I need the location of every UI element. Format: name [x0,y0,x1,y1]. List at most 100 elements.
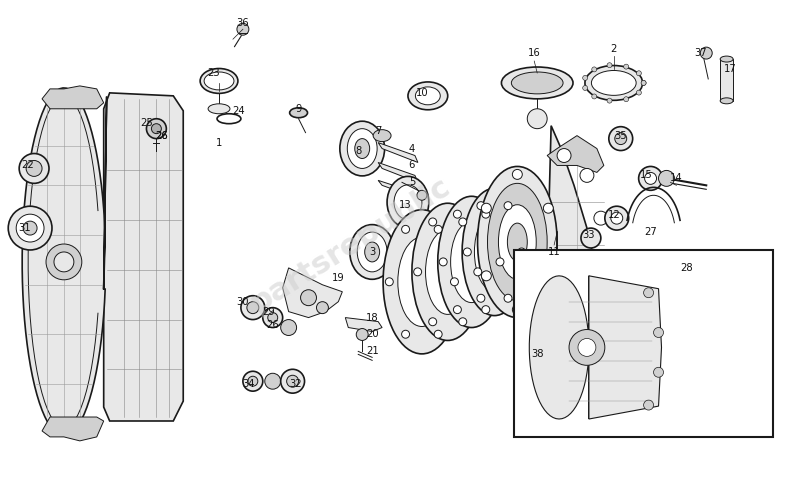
Text: 26: 26 [266,319,279,330]
Ellipse shape [347,129,377,169]
Text: 10: 10 [415,88,428,98]
Circle shape [543,203,554,213]
Circle shape [281,369,305,393]
Circle shape [518,248,526,256]
Circle shape [262,308,282,327]
Circle shape [54,252,74,272]
Circle shape [654,327,663,338]
Text: 26: 26 [155,131,168,141]
Circle shape [46,244,82,280]
Circle shape [543,271,554,281]
Ellipse shape [474,213,514,292]
Ellipse shape [350,224,394,279]
Circle shape [592,67,597,72]
Circle shape [19,153,49,183]
Polygon shape [547,125,607,431]
Circle shape [458,318,466,326]
Circle shape [700,47,712,59]
Ellipse shape [502,67,573,99]
Text: 2: 2 [610,44,617,54]
Polygon shape [282,268,342,318]
Text: 23: 23 [206,68,219,78]
Circle shape [268,313,278,322]
Circle shape [146,119,166,139]
Circle shape [644,400,654,410]
Circle shape [482,203,491,213]
Ellipse shape [208,104,230,114]
Circle shape [243,371,262,391]
Circle shape [458,218,466,226]
Ellipse shape [498,205,536,279]
Circle shape [477,202,485,210]
Circle shape [356,328,368,341]
Text: 13: 13 [398,200,411,210]
Ellipse shape [394,185,422,220]
Ellipse shape [507,223,527,261]
Text: 15: 15 [640,171,653,180]
Circle shape [641,80,646,85]
Circle shape [645,172,657,184]
Circle shape [580,169,594,182]
Ellipse shape [365,242,380,262]
Bar [720,59,733,101]
Text: 28: 28 [680,263,693,273]
Ellipse shape [354,139,370,158]
Text: 37: 37 [694,48,706,58]
Ellipse shape [450,221,493,303]
Circle shape [557,148,571,163]
Ellipse shape [438,196,506,327]
Circle shape [429,218,437,226]
Circle shape [463,248,471,256]
Ellipse shape [511,72,563,94]
Circle shape [301,290,317,306]
Text: 18: 18 [366,313,378,322]
Circle shape [417,190,427,200]
Circle shape [450,278,458,286]
Circle shape [594,211,608,225]
Text: 19: 19 [332,273,345,283]
Ellipse shape [358,232,387,272]
Circle shape [16,214,44,242]
Text: 8: 8 [355,146,362,155]
Polygon shape [42,417,104,441]
Polygon shape [22,88,106,436]
Circle shape [482,210,490,218]
Ellipse shape [591,71,636,96]
Circle shape [248,376,258,386]
Circle shape [454,210,462,218]
Text: 31: 31 [18,223,30,233]
Text: 35: 35 [614,131,627,141]
Ellipse shape [398,237,446,326]
Circle shape [597,265,610,279]
Circle shape [237,23,249,35]
Text: 11: 11 [548,247,561,257]
Bar [514,250,773,437]
Ellipse shape [383,210,461,354]
Circle shape [26,161,42,176]
Text: 29: 29 [262,307,275,317]
Circle shape [614,133,626,145]
Polygon shape [589,276,662,419]
Polygon shape [547,136,604,172]
Text: 17: 17 [724,64,737,74]
Text: 30: 30 [237,296,249,307]
Text: 24: 24 [233,106,246,116]
Ellipse shape [387,176,429,228]
Text: 4: 4 [409,144,415,153]
Circle shape [607,63,612,68]
Ellipse shape [408,82,448,110]
Circle shape [654,368,663,377]
Circle shape [504,294,512,302]
Circle shape [439,258,447,266]
Text: 21: 21 [366,346,378,356]
Circle shape [624,97,629,102]
Text: 22: 22 [21,160,34,171]
Text: 26: 26 [155,131,168,141]
Circle shape [605,206,629,230]
Text: 7: 7 [375,125,382,136]
Circle shape [8,206,52,250]
Text: 14: 14 [670,173,682,183]
Circle shape [570,370,584,384]
Circle shape [527,109,547,129]
Ellipse shape [373,130,391,142]
